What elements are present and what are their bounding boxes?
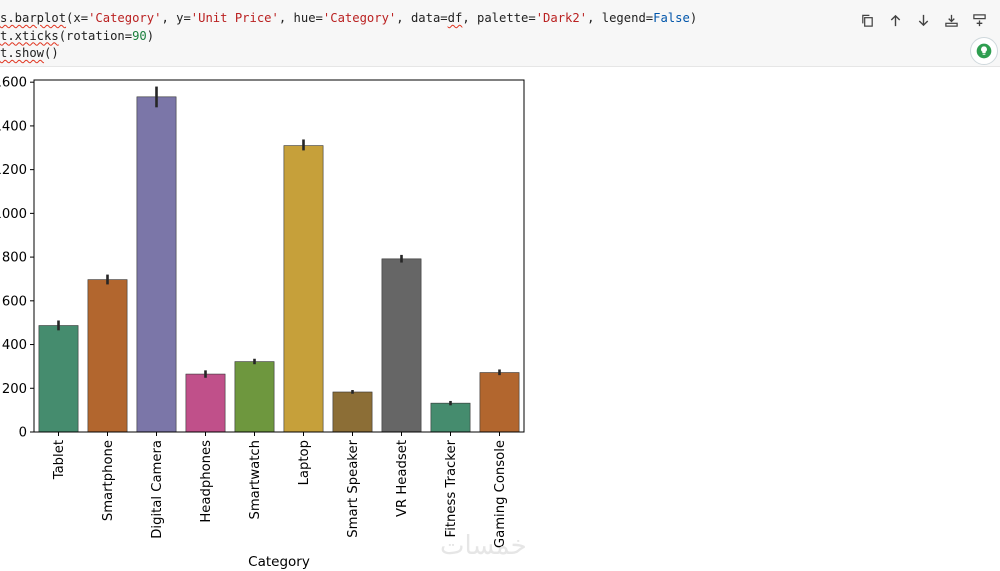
code-editor[interactable]: s.barplot(x='Category', y='Unit Price', …	[0, 10, 697, 63]
code-token: (x=	[66, 11, 89, 25]
lightbulb-icon[interactable]	[970, 37, 998, 65]
x-tick-label: Smart Speaker	[346, 439, 361, 537]
y-tick-label: 200	[2, 382, 27, 397]
y-tick-label: 400	[2, 338, 27, 353]
x-axis: Tablet Smartphone Digital Camera Headphones…	[52, 432, 508, 548]
bar-digital-camera	[136, 96, 177, 433]
y-axis: 0 200 400 600 800 1000 1200 1400 1600	[0, 76, 34, 441]
code-token: , data=	[396, 11, 448, 25]
x-tick-label: Tablet	[52, 440, 67, 480]
x-tick-label: VR Headset	[395, 440, 410, 517]
bar-tablet	[38, 325, 79, 433]
y-tick-label: 1200	[0, 163, 27, 178]
arrow-down-icon[interactable]	[912, 9, 934, 31]
bar-headphones	[185, 373, 226, 433]
x-tick-label: Digital Camera	[150, 440, 165, 539]
code-token: 'Category'	[322, 11, 397, 25]
y-tick-label: 600	[2, 294, 27, 309]
code-token: t.show	[0, 46, 45, 60]
code-token: 'Dark2'	[535, 11, 588, 25]
code-token: )	[689, 11, 698, 25]
bar-fitness-tracker	[430, 402, 471, 433]
bars-group	[38, 96, 520, 433]
bar-gaming-console	[479, 372, 520, 433]
bar-smart-speaker	[332, 391, 373, 433]
code-token: , hue=	[278, 11, 323, 25]
watermark: خمسات	[440, 531, 527, 561]
error-bars-group	[57, 86, 501, 406]
bar-laptop	[283, 145, 324, 433]
bar-smartwatch	[234, 361, 275, 433]
code-token: (rotation=	[58, 28, 133, 43]
x-axis-label: Category	[248, 554, 310, 570]
x-tick-label: Smartphone	[101, 440, 116, 521]
y-tick-label: 1000	[0, 207, 27, 222]
x-tick-label: Headphones	[199, 440, 214, 523]
x-tick-label: Smartwatch	[248, 440, 263, 520]
bar-smartphone	[87, 279, 128, 433]
split-cell-icon[interactable]	[968, 9, 990, 31]
bar-chart: 0 200 400 600 800 1000 1200 1400 1600 Tablet Smar…	[0, 76, 525, 570]
cell-toolbar	[856, 9, 990, 31]
code-line: t.xticks(rotation=90)	[0, 28, 697, 46]
insert-below-icon[interactable]	[940, 9, 962, 31]
axes-frame	[33, 79, 525, 433]
code-token: 'Category'	[88, 11, 162, 25]
code-token: df	[447, 11, 463, 25]
code-token: False	[653, 11, 690, 25]
x-tick-label: Gaming Console	[493, 440, 508, 548]
code-token: t.xticks	[0, 28, 59, 43]
bar-vr-headset	[381, 258, 422, 433]
code-token: 90	[132, 28, 147, 43]
y-tick-label: 1400	[0, 119, 27, 134]
y-tick-label: 1600	[0, 76, 27, 91]
code-line: s.barplot(x='Category', y='Unit Price', …	[0, 10, 697, 28]
y-tick-label: 0	[19, 426, 27, 441]
code-line: t.show()	[0, 45, 697, 63]
code-token: s.barplot	[0, 11, 67, 25]
code-token: ()	[44, 46, 59, 60]
copy-icon[interactable]	[856, 9, 878, 31]
arrow-up-icon[interactable]	[884, 9, 906, 31]
x-tick-label: Laptop	[297, 440, 312, 485]
code-cell[interactable]: s.barplot(x='Category', y='Unit Price', …	[0, 0, 1000, 67]
code-token: )	[146, 28, 155, 43]
x-tick-label: Fitness Tracker	[444, 439, 459, 537]
code-token: , legend=	[587, 11, 654, 25]
y-tick-label: 800	[2, 251, 27, 266]
code-token: 'Unit Price'	[190, 11, 279, 25]
code-token: , y=	[161, 11, 191, 25]
code-token: , palette=	[462, 11, 536, 25]
